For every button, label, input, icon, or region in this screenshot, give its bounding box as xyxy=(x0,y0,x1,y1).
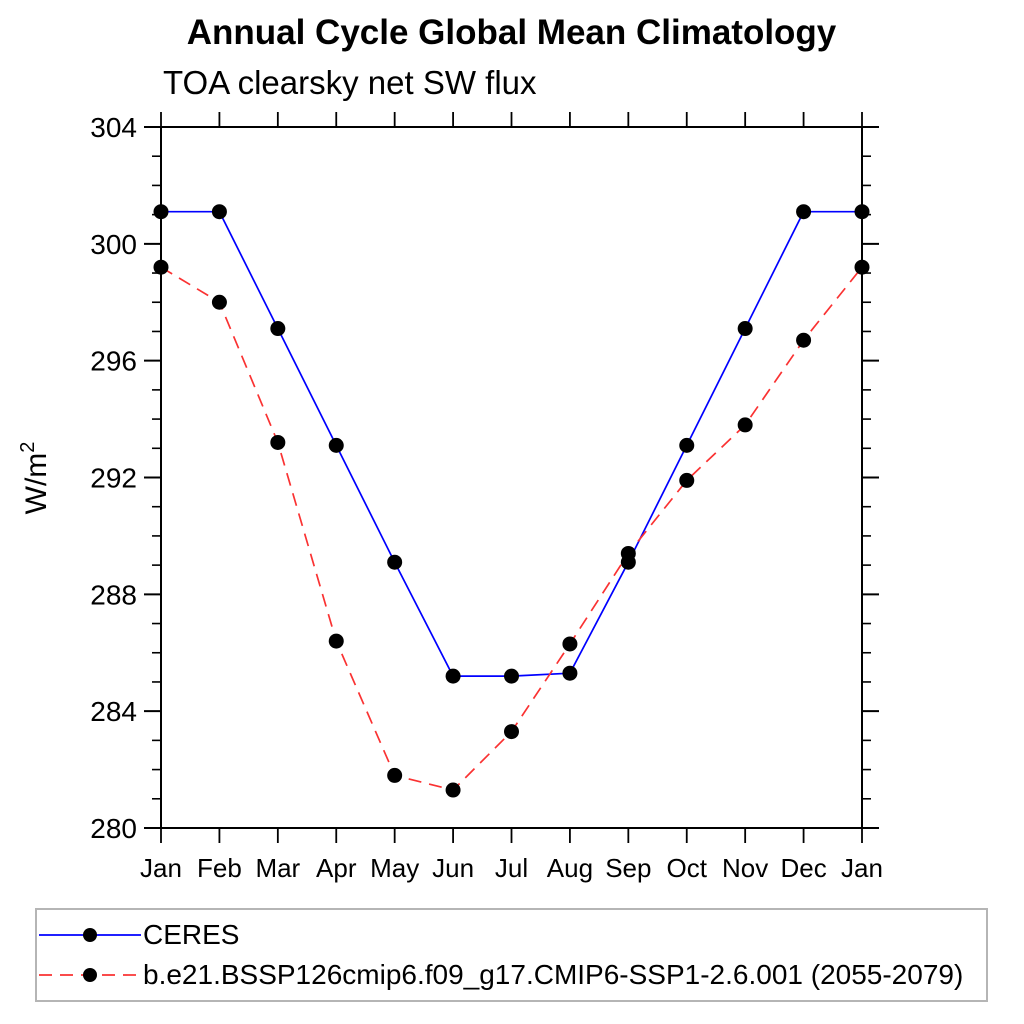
legend: CERES b.e21.BSSP126cmip6.f09_g17.CMIP6-S… xyxy=(35,908,988,1002)
y-axis-title: W/m2 xyxy=(17,442,53,515)
legend-sample-marker xyxy=(83,968,97,982)
y-tick-label: 292 xyxy=(90,463,137,494)
month-label: Jun xyxy=(432,853,474,883)
y-tick-label: 300 xyxy=(90,229,137,260)
legend-label-model: b.e21.BSSP126cmip6.f09_g17.CMIP6-SSP1-2.… xyxy=(143,959,964,990)
data-point xyxy=(796,204,812,220)
legend-sample-marker xyxy=(83,928,97,942)
data-point xyxy=(562,636,578,652)
data-point xyxy=(737,321,753,337)
month-label: Nov xyxy=(722,853,768,883)
data-point xyxy=(328,437,344,453)
data-point xyxy=(153,204,169,220)
month-label: Aug xyxy=(547,853,593,883)
month-label: Oct xyxy=(667,853,708,883)
data-point xyxy=(387,767,403,783)
data-point xyxy=(854,204,870,220)
data-point xyxy=(153,259,169,275)
data-point xyxy=(504,724,519,740)
month-label: May xyxy=(370,853,419,883)
y-tick-label: 296 xyxy=(90,346,137,377)
data-point xyxy=(270,321,286,337)
legend-label-ceres: CERES xyxy=(143,919,240,950)
y-tick-label: 288 xyxy=(90,579,137,610)
legend-line-sample-ceres xyxy=(39,928,141,942)
data-point xyxy=(679,472,695,488)
series-line-model xyxy=(160,266,863,791)
month-label: Dec xyxy=(780,853,826,883)
y-tick-label: 280 xyxy=(90,813,137,844)
data-point xyxy=(328,633,344,649)
data-point xyxy=(504,668,519,684)
data-point xyxy=(387,554,403,570)
data-point xyxy=(796,332,812,348)
month-label: Jan xyxy=(140,853,182,883)
y-tick-label: 284 xyxy=(90,696,137,727)
data-point xyxy=(620,545,636,561)
data-point xyxy=(562,665,578,681)
month-label: Jan xyxy=(841,853,883,883)
chart-subtitle: TOA clearsky net SW flux xyxy=(163,64,537,101)
data-point xyxy=(854,259,870,275)
data-point xyxy=(211,294,227,310)
plot-frame xyxy=(160,126,863,829)
legend-item-model: b.e21.BSSP126cmip6.f09_g17.CMIP6-SSP1-2.… xyxy=(37,955,986,995)
data-point xyxy=(445,668,461,684)
data-point xyxy=(211,204,227,220)
y-tick-label: 304 xyxy=(90,112,137,143)
data-point xyxy=(270,434,286,450)
data-point xyxy=(737,417,753,433)
month-label: Mar xyxy=(255,853,300,883)
chart-title: Annual Cycle Global Mean Climatology xyxy=(186,13,837,52)
month-label: Apr xyxy=(316,853,357,883)
month-label: Sep xyxy=(605,853,651,883)
data-point xyxy=(445,782,461,798)
legend-item-ceres: CERES xyxy=(37,915,986,955)
month-label: Feb xyxy=(197,853,242,883)
legend-line-sample-model xyxy=(39,968,141,982)
month-label: Jul xyxy=(495,853,528,883)
data-point xyxy=(679,437,695,453)
series-line-ceres xyxy=(161,210,862,677)
